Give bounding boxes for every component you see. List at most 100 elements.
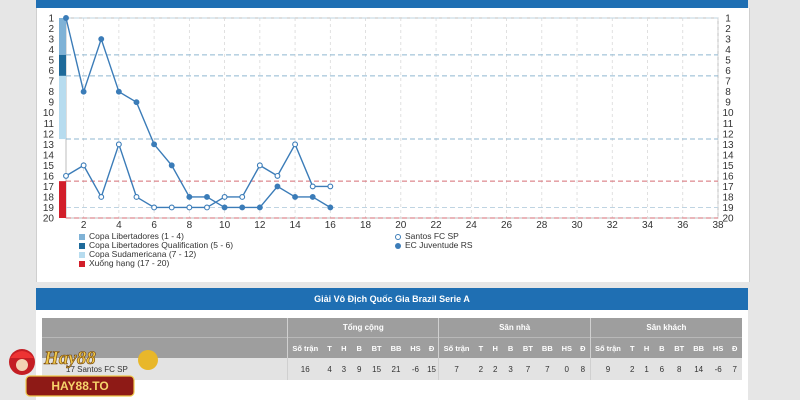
stat-cell: 15 bbox=[367, 358, 386, 380]
series-0-point bbox=[274, 172, 281, 179]
y-tick-label-left: 9 bbox=[48, 98, 54, 109]
legend-zone-libertadores: Copa Libertadores (1 - 4) bbox=[79, 232, 233, 241]
x-tick-label: 8 bbox=[187, 220, 193, 231]
legend-label: Xuống hạng (17 - 20) bbox=[89, 258, 170, 268]
y-tick-label-right: 2 bbox=[725, 24, 731, 35]
x-tick-label: 2 bbox=[81, 220, 87, 231]
y-tick-label-left: 18 bbox=[43, 192, 55, 203]
legend-swatch bbox=[79, 251, 85, 258]
series-1-point bbox=[115, 88, 122, 95]
logo-script: Hay88 bbox=[43, 348, 96, 369]
stat-cell: 7 bbox=[518, 358, 538, 380]
legend-series-label: EC Juventude RS bbox=[405, 240, 473, 250]
x-tick-label: 18 bbox=[360, 220, 372, 231]
y-tick-label-right: 6 bbox=[725, 66, 731, 77]
col-header: H bbox=[639, 337, 654, 358]
col-header: HS bbox=[557, 337, 576, 358]
x-tick-label: 38 bbox=[712, 220, 724, 231]
x-tick-label: 12 bbox=[254, 220, 266, 231]
y-tick-label-left: 3 bbox=[48, 35, 54, 46]
series-0-point bbox=[115, 141, 122, 148]
series-0-point bbox=[292, 141, 299, 148]
y-tick-label-right: 20 bbox=[722, 214, 734, 225]
x-tick-label: 34 bbox=[642, 220, 654, 231]
series-1-point bbox=[151, 141, 158, 148]
position-history-chart: 2 4 6 8 10 12 14 16 18 20 22 24 26 28 30 32 34 36 381 12 23 3… bbox=[43, 14, 734, 232]
y-tick-label-left: 15 bbox=[43, 161, 55, 172]
hay88-logo[interactable]: Hay88 HAY88.TO bbox=[0, 338, 170, 400]
x-tick-label: 14 bbox=[290, 220, 302, 231]
col-header: Số trận bbox=[287, 337, 323, 358]
team-name[interactable]: 17 Santos FC SP bbox=[42, 358, 288, 380]
series-1-point bbox=[292, 193, 299, 200]
legend-series-juventude[interactable]: EC Juventude RS bbox=[395, 241, 473, 250]
series-0-point bbox=[221, 193, 228, 200]
col-header: BT bbox=[670, 337, 689, 358]
stat-cell: 4 bbox=[322, 358, 337, 380]
series-0-point bbox=[327, 183, 334, 190]
standings-panel: Tổng cộng Sân nhà Sân khách Số trận T H B BT… bbox=[36, 310, 748, 400]
mascot-face bbox=[16, 359, 28, 371]
y-tick-label-right: 14 bbox=[722, 150, 734, 161]
y-tick-label-left: 4 bbox=[48, 45, 54, 56]
legend-zone-libertadores-qual: Copa Libertadores Qualification (5 - 6) bbox=[79, 241, 233, 250]
plot-area bbox=[65, 17, 719, 219]
series-0-point bbox=[168, 204, 175, 211]
zone-bar-0 bbox=[59, 18, 66, 55]
stat-cell: 2 bbox=[473, 358, 489, 380]
stat-cell: 3 bbox=[502, 358, 519, 380]
col-header: HS bbox=[406, 337, 425, 358]
col-header: BT bbox=[518, 337, 538, 358]
team-header bbox=[42, 318, 288, 338]
legend-swatch bbox=[79, 242, 85, 249]
series-1-point bbox=[309, 193, 316, 200]
stat-cell: 8 bbox=[670, 358, 689, 380]
y-tick-label-right: 11 bbox=[723, 119, 734, 130]
legend-series-santos[interactable]: Santos FC SP bbox=[395, 232, 473, 241]
col-header: H bbox=[336, 337, 352, 358]
y-tick-label-left: 20 bbox=[43, 214, 55, 225]
zone-bar-3 bbox=[59, 181, 66, 218]
x-tick-label: 4 bbox=[116, 220, 122, 231]
col-header: B bbox=[502, 337, 519, 358]
y-tick-label-left: 12 bbox=[43, 129, 55, 140]
legend-swatch bbox=[79, 233, 85, 240]
stat-cell: -6 bbox=[708, 358, 728, 380]
x-tick-label: 28 bbox=[536, 220, 548, 231]
y-tick-label-right: 8 bbox=[725, 87, 731, 98]
col-header: T bbox=[322, 337, 337, 358]
col-header: HS bbox=[708, 337, 728, 358]
santa-hat-icon bbox=[10, 351, 34, 358]
col-header: Đ bbox=[575, 337, 591, 358]
y-tick-label-right: 3 bbox=[725, 35, 731, 46]
total-group-header: Tổng cộng bbox=[287, 318, 439, 338]
legend-label: Copa Libertadores (1 - 4) bbox=[89, 231, 184, 241]
col-header: T bbox=[625, 337, 640, 358]
stat-cell: 7 bbox=[727, 358, 742, 380]
col-header: BB bbox=[537, 337, 558, 358]
series-0-point bbox=[151, 204, 158, 211]
standings-table: Tổng cộng Sân nhà Sân khách Số trận T H B BT… bbox=[42, 318, 742, 380]
stat-cell: 9 bbox=[351, 358, 368, 380]
series-0-point bbox=[98, 193, 105, 200]
y-tick-label-left: 6 bbox=[48, 66, 54, 77]
y-tick-label-right: 7 bbox=[725, 77, 731, 88]
col-header: H bbox=[488, 337, 503, 358]
series-0-point bbox=[186, 204, 193, 211]
stat-cell: 7 bbox=[537, 358, 558, 380]
stat-cell: 15 bbox=[424, 358, 439, 380]
col-header: BT bbox=[367, 337, 386, 358]
reindeer-icon bbox=[138, 350, 158, 370]
series-1-point bbox=[274, 183, 281, 190]
y-tick-label-right: 18 bbox=[722, 192, 734, 203]
col-header: BB bbox=[688, 337, 709, 358]
col-header: Số trận bbox=[438, 337, 474, 358]
y-tick-label-right: 4 bbox=[725, 45, 731, 56]
y-tick-label-left: 10 bbox=[43, 108, 55, 119]
series-0-point bbox=[204, 204, 210, 211]
position-chart-panel: 2 4 6 8 10 12 14 16 18 20 22 24 26 28 30 32 34 36 38 1 1 2 2 3 3… bbox=[36, 8, 750, 282]
col-header: BB bbox=[385, 337, 407, 358]
stat-cell: 1 bbox=[639, 358, 654, 380]
series-1-point bbox=[80, 88, 87, 95]
